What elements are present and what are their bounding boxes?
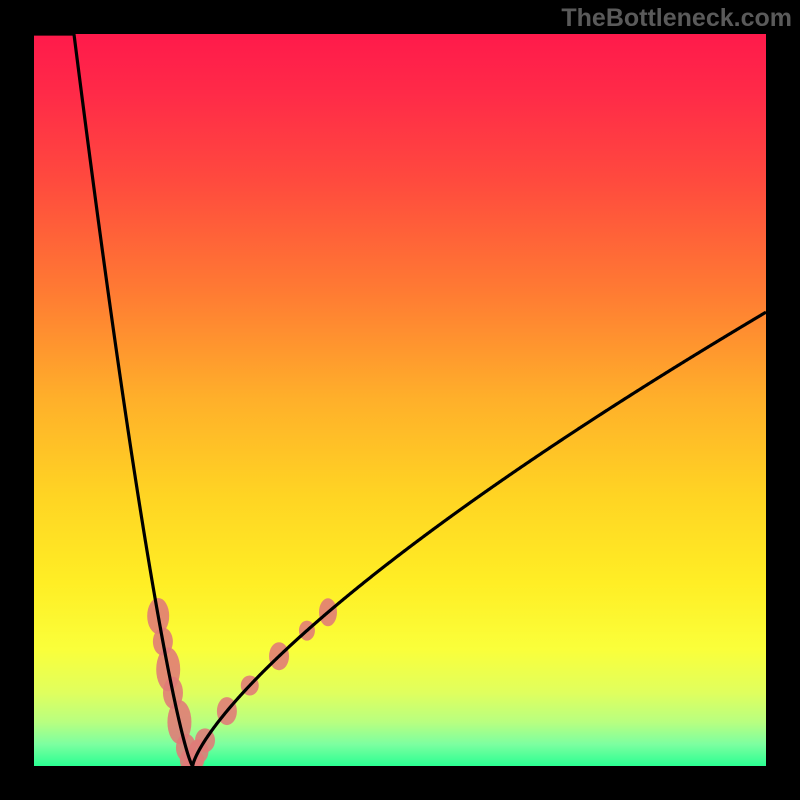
bottleneck-curve [34,34,766,766]
chart-frame: TheBottleneck.com [0,0,800,800]
curve-layer [0,0,800,800]
watermark-text: TheBottleneck.com [561,4,792,33]
